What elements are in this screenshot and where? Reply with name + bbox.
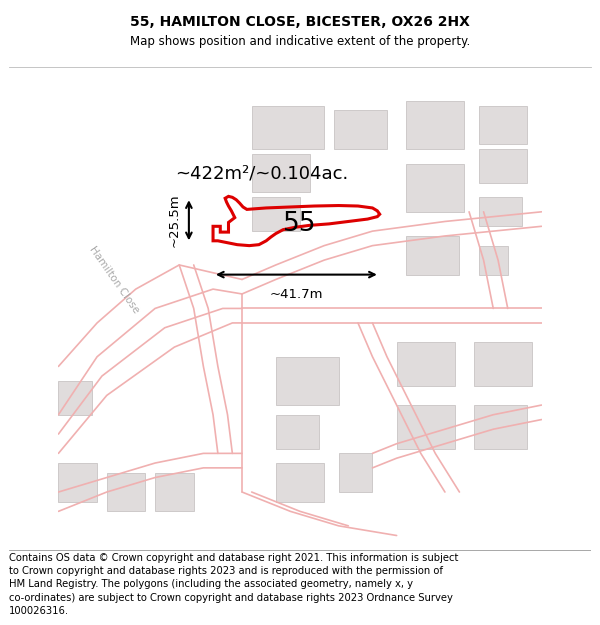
Text: 55, HAMILTON CLOSE, BICESTER, OX26 2HX: 55, HAMILTON CLOSE, BICESTER, OX26 2HX <box>130 15 470 29</box>
Polygon shape <box>155 472 194 511</box>
Polygon shape <box>406 101 464 149</box>
Polygon shape <box>334 111 387 149</box>
Polygon shape <box>251 106 324 149</box>
Polygon shape <box>107 472 145 511</box>
Polygon shape <box>479 198 522 226</box>
Polygon shape <box>406 236 460 274</box>
Polygon shape <box>58 381 92 415</box>
Polygon shape <box>251 154 310 192</box>
Polygon shape <box>397 342 455 386</box>
Text: ~25.5m: ~25.5m <box>167 194 180 247</box>
Text: Hamilton Close: Hamilton Close <box>87 244 141 315</box>
Polygon shape <box>479 149 527 183</box>
Polygon shape <box>276 463 324 502</box>
Polygon shape <box>479 246 508 274</box>
Polygon shape <box>474 342 532 386</box>
Polygon shape <box>251 198 300 231</box>
Text: Map shows position and indicative extent of the property.: Map shows position and indicative extent… <box>130 35 470 48</box>
Polygon shape <box>406 164 464 212</box>
Text: 55: 55 <box>283 211 317 237</box>
Polygon shape <box>338 453 373 492</box>
Text: ~41.7m: ~41.7m <box>269 288 323 301</box>
Polygon shape <box>474 405 527 449</box>
Polygon shape <box>479 106 527 144</box>
Text: ~422m²/~0.104ac.: ~422m²/~0.104ac. <box>175 164 348 182</box>
Text: Contains OS data © Crown copyright and database right 2021. This information is : Contains OS data © Crown copyright and d… <box>9 553 458 616</box>
Polygon shape <box>276 415 319 449</box>
Polygon shape <box>58 463 97 502</box>
Polygon shape <box>397 405 455 449</box>
Polygon shape <box>276 357 338 405</box>
